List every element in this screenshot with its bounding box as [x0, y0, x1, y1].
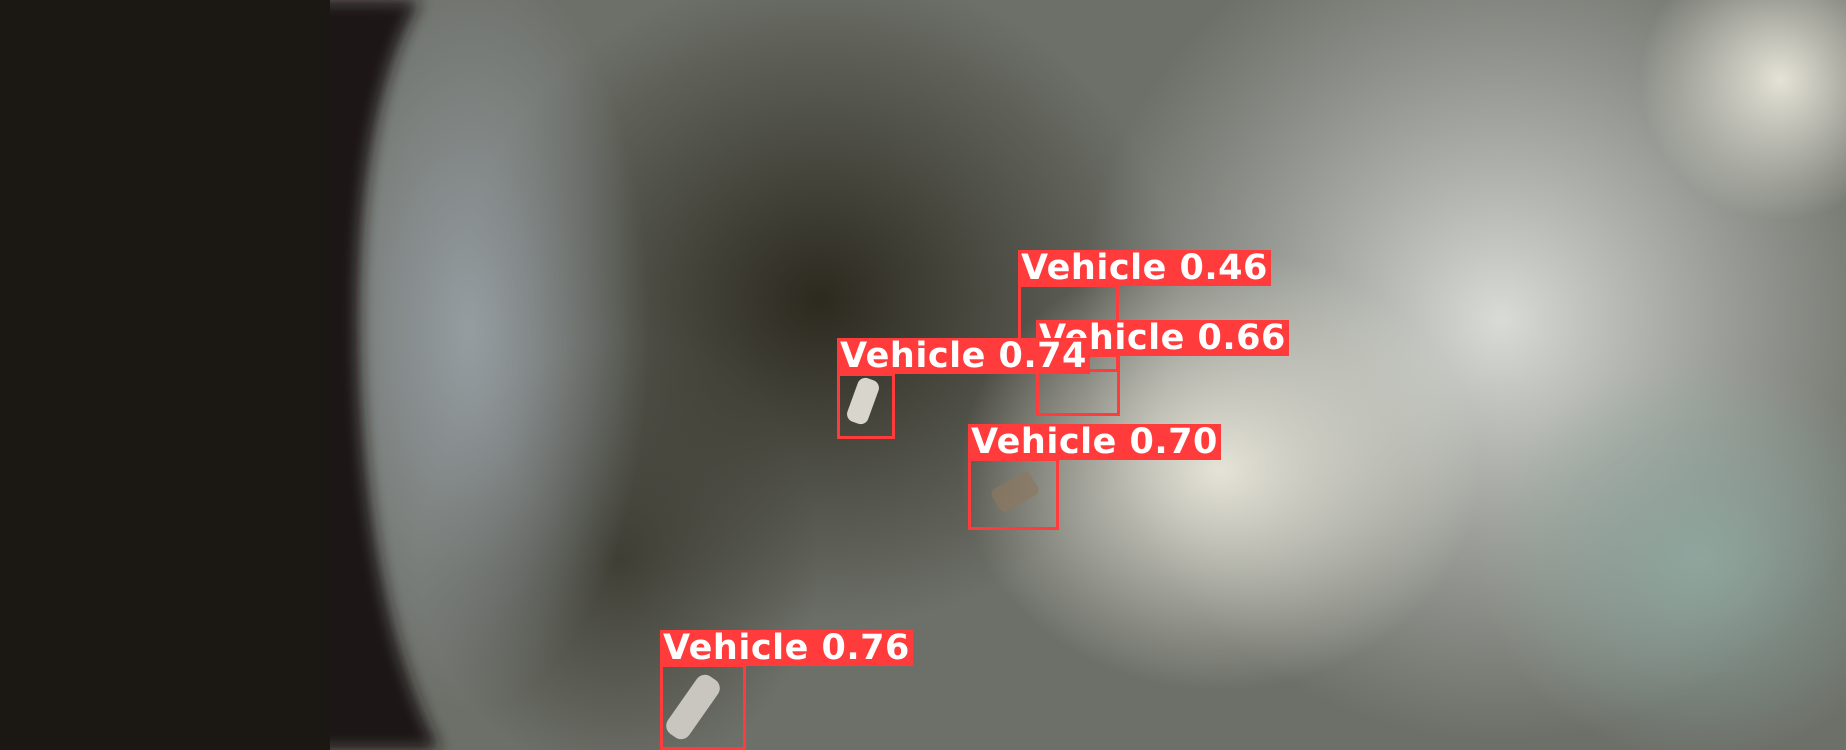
detection-label: Vehicle 0.46	[1018, 250, 1271, 286]
detection-label: Vehicle 0.76	[660, 630, 913, 666]
detection-label: Vehicle 0.74	[837, 338, 1090, 374]
detection-label: Vehicle 0.70	[968, 424, 1221, 460]
bounding-box	[968, 458, 1059, 530]
bounding-box	[837, 373, 895, 439]
bounding-box	[660, 664, 746, 750]
